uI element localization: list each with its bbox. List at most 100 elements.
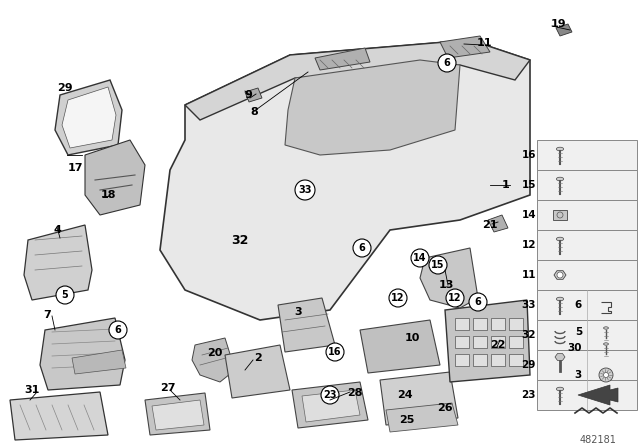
Text: 18: 18 — [100, 190, 116, 200]
Bar — [537, 140, 637, 170]
Text: 24: 24 — [397, 390, 413, 400]
Bar — [537, 290, 637, 320]
Polygon shape — [292, 382, 368, 428]
Bar — [473, 354, 487, 366]
Polygon shape — [40, 318, 125, 390]
Text: 13: 13 — [438, 280, 454, 290]
Text: 15: 15 — [522, 180, 536, 190]
Text: 23: 23 — [522, 390, 536, 400]
Text: 26: 26 — [437, 403, 453, 413]
Polygon shape — [245, 88, 262, 102]
Circle shape — [295, 180, 315, 200]
Polygon shape — [55, 80, 122, 155]
Polygon shape — [72, 350, 126, 374]
Text: 6: 6 — [115, 325, 122, 335]
Bar — [509, 318, 523, 330]
Polygon shape — [85, 140, 145, 215]
Text: 27: 27 — [160, 383, 176, 393]
Bar — [537, 170, 637, 200]
Circle shape — [446, 289, 464, 307]
Text: 21: 21 — [483, 220, 498, 230]
Text: 31: 31 — [24, 385, 40, 395]
Polygon shape — [10, 392, 108, 440]
Polygon shape — [488, 215, 508, 232]
Text: 17: 17 — [67, 163, 83, 173]
Polygon shape — [440, 36, 490, 58]
Bar — [537, 350, 637, 380]
Bar — [455, 318, 469, 330]
Text: 32: 32 — [231, 233, 249, 246]
Circle shape — [109, 321, 127, 339]
Text: 6: 6 — [475, 297, 481, 307]
Text: 482181: 482181 — [580, 435, 616, 445]
Text: 11: 11 — [476, 38, 492, 48]
Ellipse shape — [556, 297, 564, 301]
Bar — [473, 318, 487, 330]
Text: 6: 6 — [444, 58, 451, 68]
Text: 5: 5 — [575, 327, 582, 337]
Text: 29: 29 — [522, 360, 536, 370]
Ellipse shape — [556, 177, 564, 181]
Text: 25: 25 — [399, 415, 415, 425]
Polygon shape — [160, 40, 530, 320]
Bar — [509, 354, 523, 366]
Polygon shape — [192, 338, 235, 382]
Ellipse shape — [556, 387, 564, 391]
Polygon shape — [62, 87, 116, 148]
Text: 5: 5 — [61, 290, 68, 300]
Circle shape — [557, 272, 563, 278]
Ellipse shape — [604, 343, 609, 345]
Ellipse shape — [604, 327, 609, 329]
Bar — [455, 354, 469, 366]
Text: 16: 16 — [522, 150, 536, 160]
Ellipse shape — [556, 237, 564, 241]
Text: 3: 3 — [294, 307, 302, 317]
Circle shape — [438, 54, 456, 72]
Circle shape — [56, 286, 74, 304]
Text: 28: 28 — [348, 388, 363, 398]
Text: 22: 22 — [490, 340, 506, 350]
Text: 4: 4 — [53, 225, 61, 235]
Polygon shape — [302, 390, 360, 422]
Circle shape — [326, 343, 344, 361]
Bar — [509, 336, 523, 348]
Text: 14: 14 — [522, 210, 536, 220]
Bar — [491, 318, 505, 330]
Text: 10: 10 — [404, 333, 420, 343]
Polygon shape — [380, 372, 458, 425]
Polygon shape — [152, 400, 204, 430]
Text: 2: 2 — [254, 353, 262, 363]
Text: 12: 12 — [522, 240, 536, 250]
Polygon shape — [315, 48, 370, 70]
Text: 6: 6 — [575, 300, 582, 310]
Circle shape — [469, 293, 487, 311]
Polygon shape — [285, 60, 460, 155]
Text: 11: 11 — [522, 270, 536, 280]
Bar — [491, 336, 505, 348]
Bar — [455, 336, 469, 348]
Text: 9: 9 — [244, 90, 252, 100]
Circle shape — [353, 239, 371, 257]
Text: 3: 3 — [575, 370, 582, 380]
Bar — [553, 210, 567, 220]
Text: 33: 33 — [298, 185, 312, 195]
Circle shape — [389, 289, 407, 307]
Bar — [537, 320, 637, 350]
Bar — [537, 380, 637, 410]
Circle shape — [599, 368, 613, 382]
Text: 12: 12 — [448, 293, 461, 303]
Text: 19: 19 — [550, 19, 566, 29]
Polygon shape — [278, 298, 335, 352]
Text: 30: 30 — [568, 343, 582, 353]
Polygon shape — [445, 300, 530, 382]
Polygon shape — [554, 271, 566, 280]
Polygon shape — [185, 40, 530, 120]
Polygon shape — [225, 345, 290, 398]
Bar — [473, 336, 487, 348]
Text: 33: 33 — [522, 300, 536, 310]
Polygon shape — [420, 248, 478, 308]
Text: 29: 29 — [57, 83, 73, 93]
Polygon shape — [556, 24, 572, 36]
Polygon shape — [386, 403, 458, 432]
Circle shape — [429, 256, 447, 274]
